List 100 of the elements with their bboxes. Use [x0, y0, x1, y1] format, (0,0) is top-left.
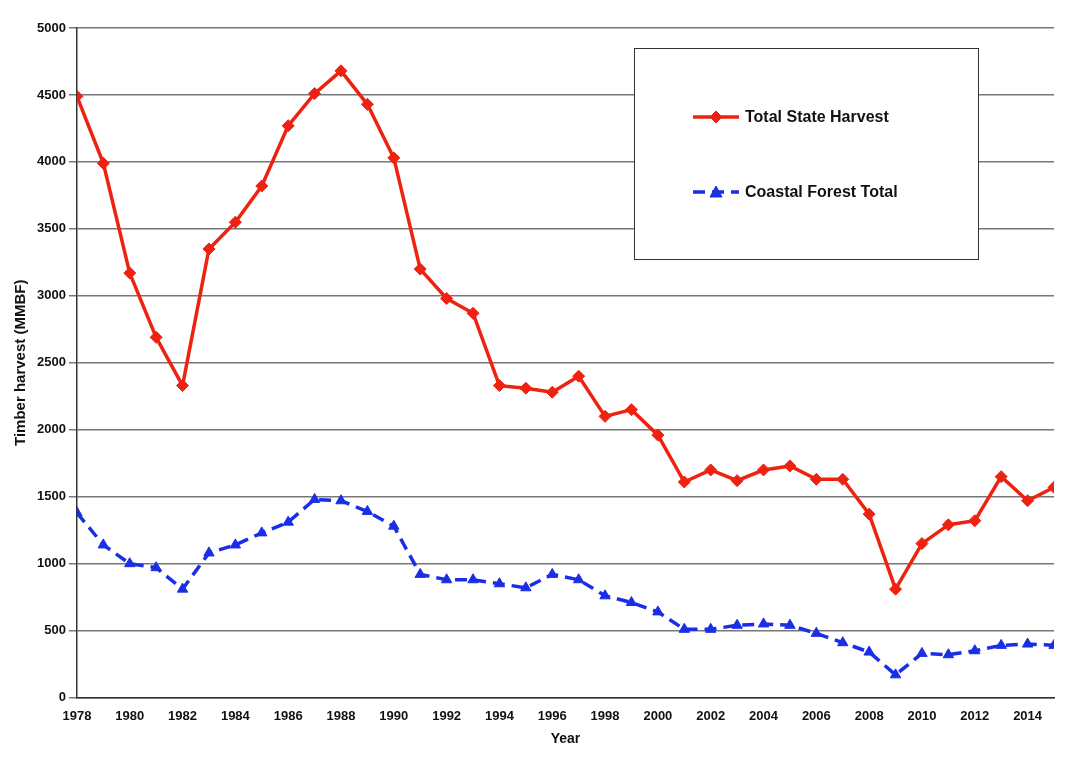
- point: [863, 645, 875, 656]
- y-tick-label: 1500: [37, 488, 66, 504]
- point: [705, 622, 717, 633]
- y-tick-label: 3000: [37, 287, 66, 303]
- point: [889, 668, 902, 679]
- legend-label: Total State Harvest: [745, 107, 889, 126]
- point: [520, 581, 532, 592]
- legend-label: Coastal Forest Total: [745, 182, 898, 201]
- point: [678, 622, 690, 633]
- point: [334, 64, 348, 78]
- point: [783, 459, 797, 473]
- point: [572, 573, 585, 584]
- point: [96, 156, 110, 170]
- point: [308, 492, 321, 503]
- x-tick-label: 1992: [432, 707, 462, 723]
- point: [413, 262, 427, 276]
- point: [176, 379, 190, 393]
- point: [360, 97, 374, 111]
- x-tick-label: 1982: [168, 707, 198, 723]
- y-tick-label: 500: [44, 622, 66, 638]
- point: [519, 381, 533, 395]
- point: [335, 494, 347, 505]
- x-tick-label: 1984: [220, 707, 251, 723]
- x-tick-label: 2010: [907, 707, 937, 723]
- point: [757, 463, 771, 477]
- point: [572, 369, 586, 383]
- y-tick-label: 4000: [37, 153, 66, 169]
- point: [388, 519, 400, 530]
- point: [1021, 637, 1034, 648]
- point: [969, 644, 981, 655]
- point: [941, 518, 955, 532]
- point: [677, 475, 691, 489]
- x-tick-label: 2000: [643, 707, 673, 723]
- point: [440, 573, 453, 584]
- point: [624, 403, 638, 417]
- point: [467, 573, 479, 584]
- point: [916, 646, 928, 657]
- point: [97, 538, 110, 549]
- point: [968, 514, 982, 528]
- y-tick-label: 3500: [37, 220, 66, 236]
- x-tick-label: 1986: [273, 707, 303, 723]
- point: [308, 87, 322, 101]
- point: [599, 589, 611, 600]
- x-tick-label: 2002: [696, 707, 726, 723]
- point: [651, 428, 665, 442]
- point: [440, 292, 454, 306]
- point: [124, 557, 136, 568]
- point: [704, 463, 718, 477]
- point: [228, 215, 242, 229]
- point: [466, 306, 480, 320]
- point: [149, 330, 163, 344]
- x-axis-title: Year: [550, 730, 581, 747]
- x-tick-label: 2006: [801, 707, 831, 723]
- point: [545, 385, 559, 399]
- point: [255, 179, 269, 193]
- point: [915, 537, 929, 551]
- x-tick-label: 1996: [537, 707, 567, 723]
- point: [994, 470, 1008, 484]
- x-tick-label: 1998: [590, 707, 620, 723]
- y-tick-label: 5000: [37, 19, 66, 35]
- x-tick-label: 2008: [854, 707, 884, 723]
- point: [757, 617, 770, 628]
- point: [282, 515, 294, 526]
- point: [256, 526, 268, 537]
- point: [387, 151, 401, 165]
- point: [889, 582, 903, 596]
- point: [414, 567, 426, 578]
- point: [731, 618, 743, 629]
- x-tick-label: 1990: [379, 707, 409, 723]
- point: [862, 507, 876, 521]
- x-tick-label: 1988: [326, 707, 356, 723]
- point: [995, 638, 1007, 649]
- y-tick-label: 4500: [37, 86, 66, 102]
- point: [942, 648, 955, 659]
- x-tick-label: 2014: [1013, 707, 1043, 723]
- point: [492, 379, 506, 393]
- x-tick-label: 1994: [484, 707, 515, 723]
- point: [493, 577, 506, 588]
- point: [598, 409, 612, 423]
- x-tick-label: 1978: [62, 707, 92, 723]
- point: [784, 618, 796, 629]
- point: [546, 567, 558, 578]
- point: [150, 561, 162, 572]
- y-tick-label: 2500: [37, 354, 66, 370]
- point: [176, 582, 189, 593]
- point: [1021, 494, 1035, 508]
- y-tick-label: 1000: [37, 555, 66, 571]
- point: [203, 546, 215, 557]
- y-tick-label: 0: [58, 689, 66, 705]
- y-axis-title: Timber harvest (MMBF): [11, 279, 29, 447]
- y-tick-label: 2000: [37, 421, 66, 437]
- point: [361, 504, 374, 515]
- point: [730, 474, 744, 488]
- x-tick-label: 1980: [115, 707, 145, 723]
- point: [809, 472, 823, 486]
- point: [281, 119, 295, 133]
- point: [229, 538, 242, 549]
- x-tick-label: 2012: [960, 707, 990, 723]
- point: [202, 242, 216, 256]
- x-tick-label: 2004: [749, 707, 779, 723]
